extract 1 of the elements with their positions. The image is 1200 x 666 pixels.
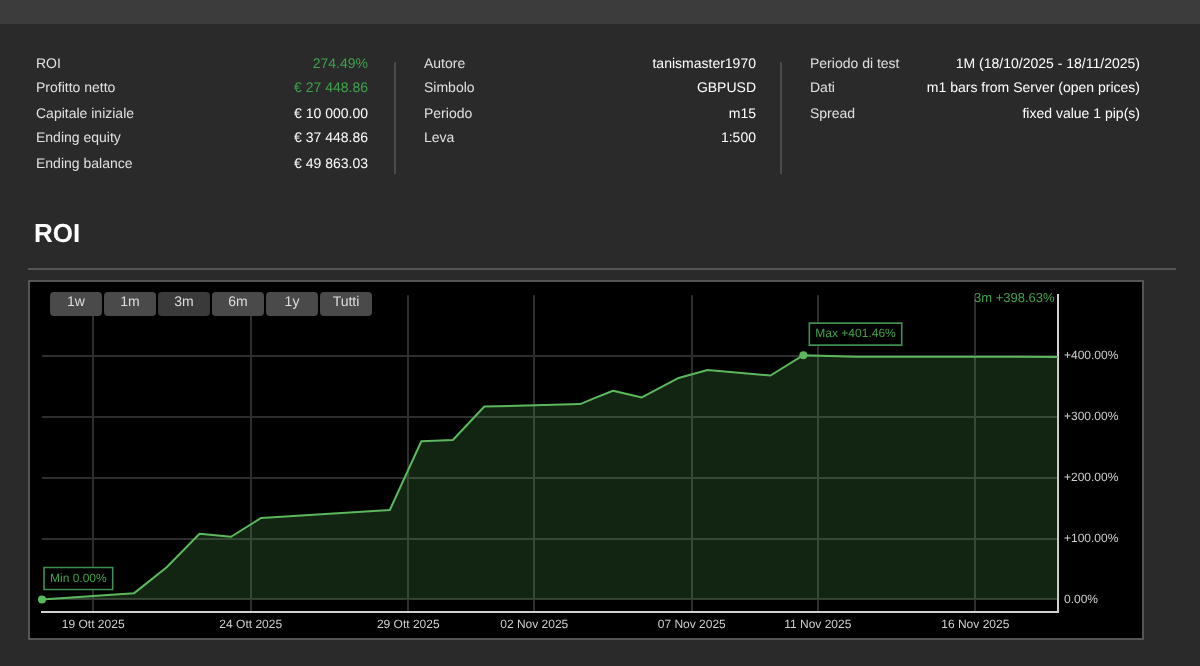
- chart-title: ROI: [34, 218, 81, 248]
